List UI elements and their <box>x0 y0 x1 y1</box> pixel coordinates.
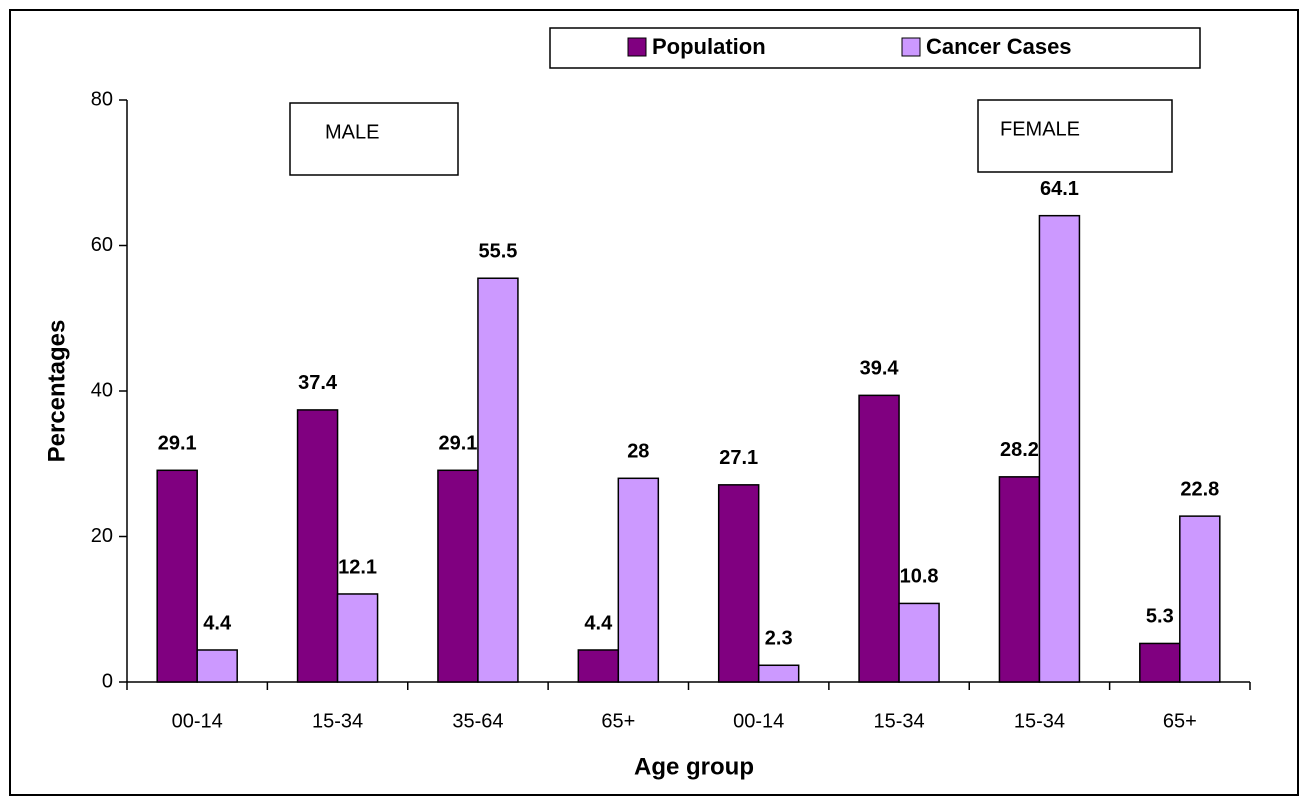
data-label: 4.4 <box>584 612 613 634</box>
bar <box>196 649 238 683</box>
data-label: 29.1 <box>438 433 477 455</box>
data-label: 10.8 <box>900 566 939 588</box>
bar <box>898 602 940 683</box>
y-tick-label: 80 <box>91 88 113 110</box>
x-tick-label: 65+ <box>1163 710 1197 732</box>
legend-label: Cancer Cases <box>926 34 1072 59</box>
data-label: 64.1 <box>1040 178 1079 200</box>
data-label: 2.3 <box>765 628 793 650</box>
data-label: 22.8 <box>1180 478 1219 500</box>
bar <box>1038 214 1081 683</box>
annotation-box <box>289 102 459 176</box>
bar <box>998 476 1041 683</box>
bar <box>617 477 660 683</box>
bar <box>1179 515 1221 683</box>
bar <box>336 593 379 683</box>
x-tick-label: 35-64 <box>452 710 503 732</box>
bar <box>858 394 900 683</box>
y-tick-label: 40 <box>91 379 113 401</box>
bar <box>717 484 760 683</box>
legend-swatch <box>627 37 647 57</box>
data-label: 12.1 <box>338 556 377 578</box>
data-label: 4.4 <box>203 612 232 634</box>
data-label: 29.1 <box>158 433 197 455</box>
annotation-box <box>977 99 1173 173</box>
y-tick-label: 0 <box>102 670 113 692</box>
y-tick-label: 60 <box>91 234 113 256</box>
bar <box>577 649 620 683</box>
bar <box>296 409 339 683</box>
x-tick-label: 15-34 <box>1014 710 1065 732</box>
y-tick-label: 20 <box>91 525 113 547</box>
legend-box <box>549 27 1201 69</box>
x-tick-label: 00-14 <box>733 710 784 732</box>
bar <box>477 277 519 683</box>
legend-swatch <box>901 37 921 57</box>
bar <box>757 664 800 683</box>
x-tick-label: 15-34 <box>312 710 363 732</box>
x-axis-title: Age group <box>634 753 754 780</box>
x-tick-label: 00-14 <box>172 710 223 732</box>
data-label: 28.2 <box>1000 439 1039 461</box>
data-label: 27.1 <box>719 447 758 469</box>
y-axis-title: Percentages <box>43 320 70 463</box>
legend-label: Population <box>652 34 766 59</box>
x-tick-label: 65+ <box>601 710 635 732</box>
data-label: 28 <box>627 441 649 463</box>
data-label: 37.4 <box>298 372 338 394</box>
data-label: 39.4 <box>860 358 900 380</box>
data-label: 55.5 <box>478 241 517 263</box>
bar <box>437 469 479 683</box>
annotation: MALE <box>325 121 379 143</box>
annotation: FEMALE <box>1000 118 1080 140</box>
data-label: 5.3 <box>1146 606 1174 628</box>
bar <box>1139 642 1181 683</box>
bar <box>156 469 198 683</box>
x-tick-label: 15-34 <box>873 710 924 732</box>
